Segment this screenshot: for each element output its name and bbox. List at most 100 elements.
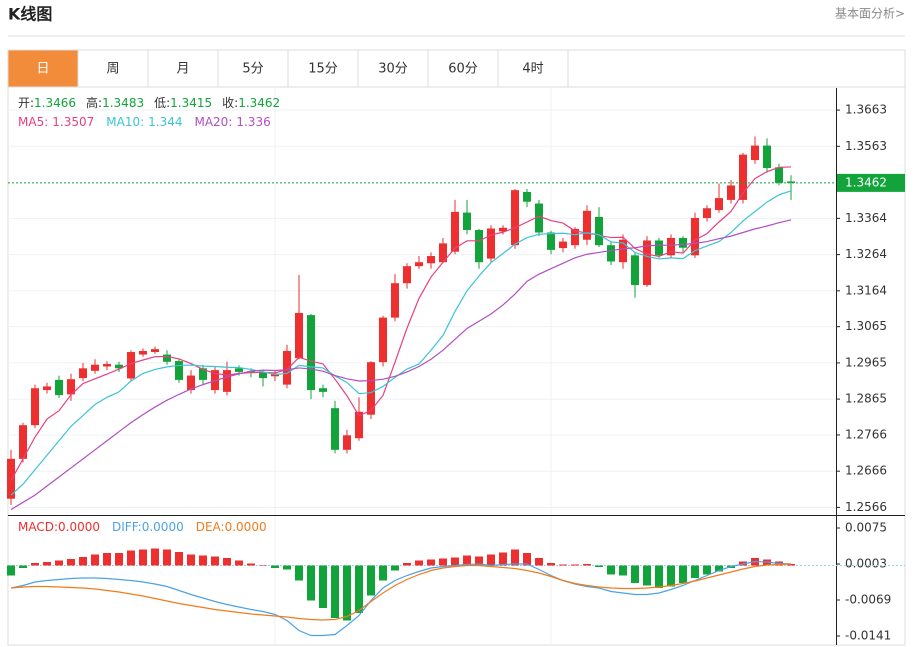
y-tick-label: 0.0075 [845, 521, 887, 535]
y-tick-label: 1.2666 [845, 464, 887, 478]
candle-body [319, 388, 327, 392]
macd-bar [643, 565, 651, 586]
legend-value: 1.3415 [170, 96, 212, 110]
candle-body [55, 379, 63, 396]
candle-body [463, 212, 471, 230]
candle-body [91, 364, 99, 371]
candle-body [367, 362, 375, 415]
tab-label[interactable]: 60分 [448, 62, 478, 77]
candle-body [199, 368, 207, 380]
candle-body [583, 210, 591, 240]
candle-body [595, 216, 603, 246]
macd-bar [247, 563, 255, 566]
macd-bar [355, 565, 363, 613]
macd-bar [463, 555, 471, 566]
candle-body [355, 411, 363, 439]
candle-body [631, 255, 639, 286]
candle-body [283, 350, 291, 385]
legend-value: 1.3462 [238, 96, 280, 110]
macd-bar [187, 554, 195, 566]
current-price-box [837, 173, 905, 192]
macd-bar [163, 549, 171, 566]
tab[interactable] [287, 49, 359, 88]
macd-bar [55, 560, 63, 566]
legend-value: 0.0000 [225, 520, 267, 534]
candle-body [691, 218, 699, 256]
macd-bar [151, 548, 159, 566]
y-tick-label: 0.0003 [845, 557, 887, 571]
macd-bar [139, 549, 147, 566]
tab-label[interactable]: 4时 [522, 62, 543, 77]
candle-body [619, 239, 627, 263]
legend: 开:1.3466 高:1.3483 低:1.3415 收:1.3462 MA5: 1.35… [18, 95, 280, 534]
legend-value: 0.0000 [142, 520, 184, 534]
tab-label[interactable]: 周 [106, 62, 119, 77]
legend-value: 1.3507 [52, 115, 94, 129]
macd-bar [235, 560, 243, 566]
candle-body [127, 352, 135, 379]
legend-label: DIFF: [112, 520, 142, 534]
candle-body [415, 262, 423, 267]
candle-body [571, 228, 579, 246]
y-tick-label: 1.2965 [845, 355, 887, 369]
candle-body [163, 354, 171, 362]
macd-bar [367, 565, 375, 596]
legend-label: MA20: [194, 115, 232, 129]
tab-label[interactable]: 5分 [242, 62, 263, 77]
current-price-label: 1.3462 [845, 175, 887, 189]
candle-body [655, 240, 663, 256]
candle-body [487, 228, 495, 259]
macd-line [10, 563, 792, 621]
macd-bar [667, 565, 675, 587]
y-tick-label: 1.2865 [845, 392, 887, 406]
candle-body [19, 425, 27, 459]
macd-bar [703, 565, 711, 575]
macd-bar [103, 553, 111, 566]
tab-label[interactable]: 日 [36, 62, 49, 77]
macd-line [10, 560, 792, 637]
y-tick-label: 1.2566 [845, 500, 887, 514]
macd-bar [631, 565, 639, 583]
candle-body [259, 373, 267, 379]
legend-label: 开: [18, 96, 34, 110]
tab-label[interactable]: 月 [176, 62, 189, 77]
macd-bar [31, 563, 39, 566]
candle-body [511, 190, 519, 246]
candle-body [451, 211, 459, 252]
macd-bar [127, 550, 135, 566]
candle-body [499, 227, 507, 232]
tab[interactable] [217, 49, 289, 88]
tab[interactable] [7, 49, 79, 88]
candle-body [787, 181, 795, 183]
macd-bar [679, 565, 687, 583]
legend-value: 1.3483 [102, 96, 144, 110]
legend-label: 高: [86, 95, 102, 110]
tab[interactable] [147, 49, 219, 88]
macd-bar [487, 554, 495, 566]
tab-label[interactable]: 30分 [378, 62, 408, 77]
candle-body [727, 185, 735, 200]
candle-body [331, 408, 339, 450]
macd-bar [475, 556, 483, 566]
candle-body [763, 145, 771, 169]
macd-bar [43, 562, 51, 566]
candle-body [295, 312, 303, 359]
page-title: K线图 [8, 5, 52, 24]
tab[interactable] [497, 49, 569, 88]
candle-body [379, 317, 387, 363]
fundamental-link[interactable]: 基本面分析> [835, 7, 905, 21]
candle-body [31, 388, 39, 426]
tab[interactable] [427, 49, 499, 88]
macd-bar [295, 565, 303, 581]
tab[interactable] [77, 49, 149, 88]
candle-body [679, 237, 687, 248]
legend-label: MA10: [106, 115, 144, 129]
legend: MACD:0.0000 DIFF:0.0000 DEA:0.0000 [18, 520, 267, 534]
legend-value: 1.344 [148, 115, 182, 129]
legend-label: MA5: [18, 115, 48, 129]
macd-bar [199, 555, 207, 566]
candle-body [703, 208, 711, 219]
tab-label[interactable]: 15分 [308, 62, 338, 77]
macd-bar [595, 565, 603, 567]
candle-body [343, 435, 351, 450]
